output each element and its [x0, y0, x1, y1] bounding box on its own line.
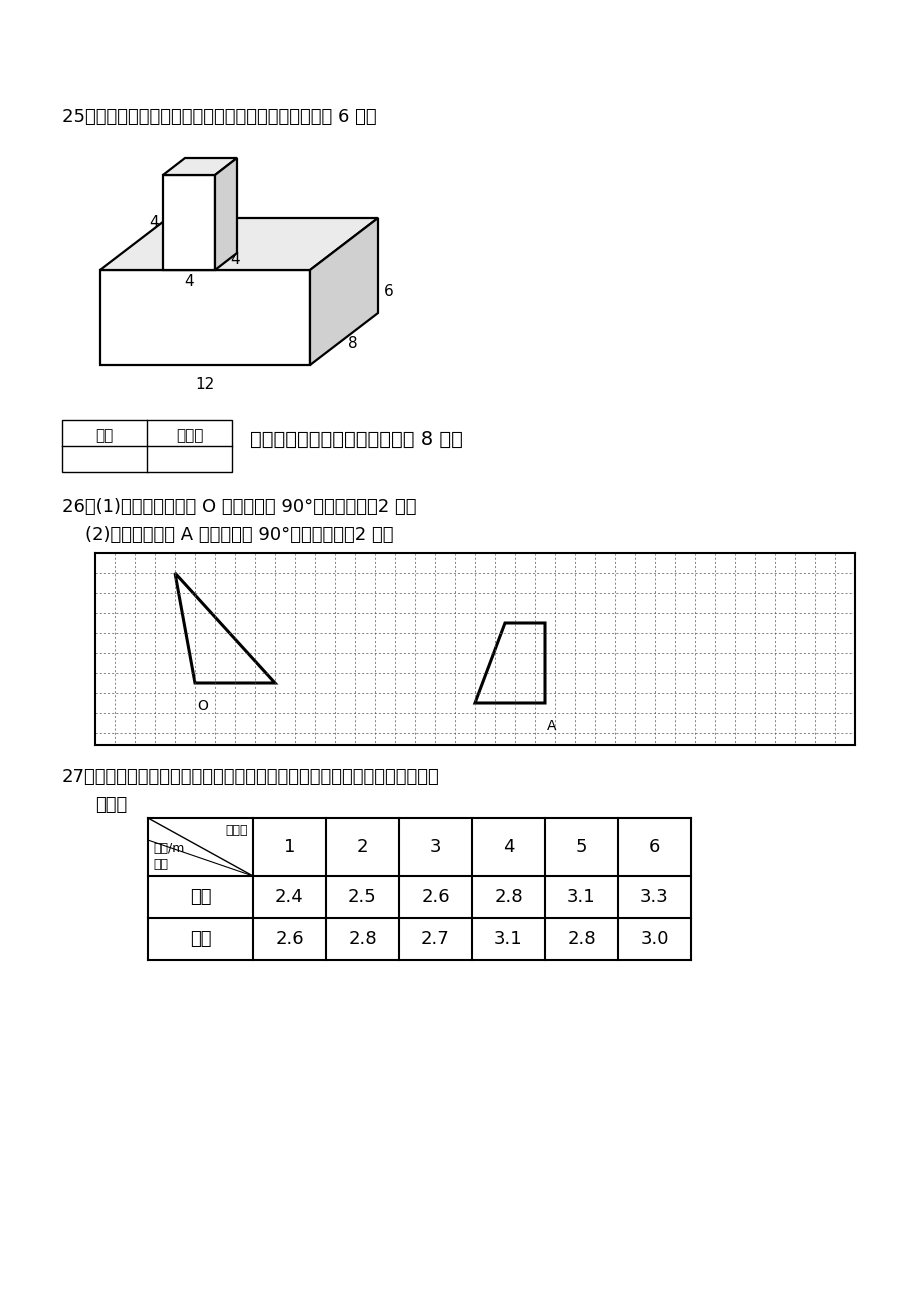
Text: 评卷人: 评卷人 [176, 428, 203, 443]
Text: (2)画出梯形绕点 A 顺时针旋转 90°后的图形。（2 分）: (2)画出梯形绕点 A 顺时针旋转 90°后的图形。（2 分） [62, 526, 393, 544]
Text: 26．(1)画出三角形绕点 O 逆时针旋转 90°后的图形。（2 分）: 26．(1)画出三角形绕点 O 逆时针旋转 90°后的图形。（2 分） [62, 497, 416, 516]
Text: 2.6: 2.6 [421, 888, 449, 906]
Text: 4: 4 [230, 253, 239, 267]
Text: A: A [547, 719, 556, 733]
Text: 25．求下面图形的表面积和体积（单位：分米）。（共 6 分）: 25．求下面图形的表面积和体积（单位：分米）。（共 6 分） [62, 108, 376, 126]
Polygon shape [310, 217, 378, 365]
Text: 3.1: 3.1 [567, 888, 596, 906]
Text: 2.8: 2.8 [347, 930, 377, 948]
Text: 4: 4 [502, 838, 514, 855]
Text: 1: 1 [283, 838, 295, 855]
Text: 12: 12 [195, 378, 214, 392]
Text: 3: 3 [429, 838, 441, 855]
Text: 8: 8 [347, 336, 357, 350]
Text: 2.4: 2.4 [275, 888, 303, 906]
Text: 27．陈亮和王明为了参加学校跳远比赛，提前几天进行训练，每天的平均成绩: 27．陈亮和王明为了参加学校跳远比赛，提前几天进行训练，每天的平均成绩 [62, 768, 439, 786]
Text: 3.1: 3.1 [494, 930, 522, 948]
Polygon shape [100, 270, 310, 365]
Text: 2.5: 2.5 [347, 888, 377, 906]
Text: 姓名: 姓名 [153, 858, 168, 871]
Text: 2.8: 2.8 [567, 930, 596, 948]
Text: 2.8: 2.8 [494, 888, 522, 906]
Text: 2.6: 2.6 [275, 930, 303, 948]
Text: 6: 6 [383, 284, 393, 299]
Text: 3.0: 3.0 [640, 930, 668, 948]
Polygon shape [163, 174, 215, 270]
Text: 五、动手动脑，操作实践。（共 8 分）: 五、动手动脑，操作实践。（共 8 分） [250, 430, 462, 449]
Bar [62, 421, 232, 473]
Text: 4: 4 [149, 215, 159, 230]
Text: O: O [197, 699, 208, 713]
Text: 2.7: 2.7 [421, 930, 449, 948]
Text: 2: 2 [357, 838, 368, 855]
Polygon shape [215, 158, 237, 270]
Text: 5: 5 [575, 838, 586, 855]
Text: 得分: 得分 [96, 428, 114, 443]
Text: 如下。: 如下。 [95, 796, 127, 814]
Text: 4: 4 [184, 273, 194, 289]
Text: 陈亮: 陈亮 [189, 888, 211, 906]
Text: 成绩/m: 成绩/m [153, 842, 184, 855]
Text: 3.3: 3.3 [640, 888, 668, 906]
Polygon shape [163, 158, 237, 174]
Text: 6: 6 [648, 838, 660, 855]
Polygon shape [100, 217, 378, 270]
Text: 王明: 王明 [189, 930, 211, 948]
Text: 第几天: 第几天 [225, 824, 248, 837]
